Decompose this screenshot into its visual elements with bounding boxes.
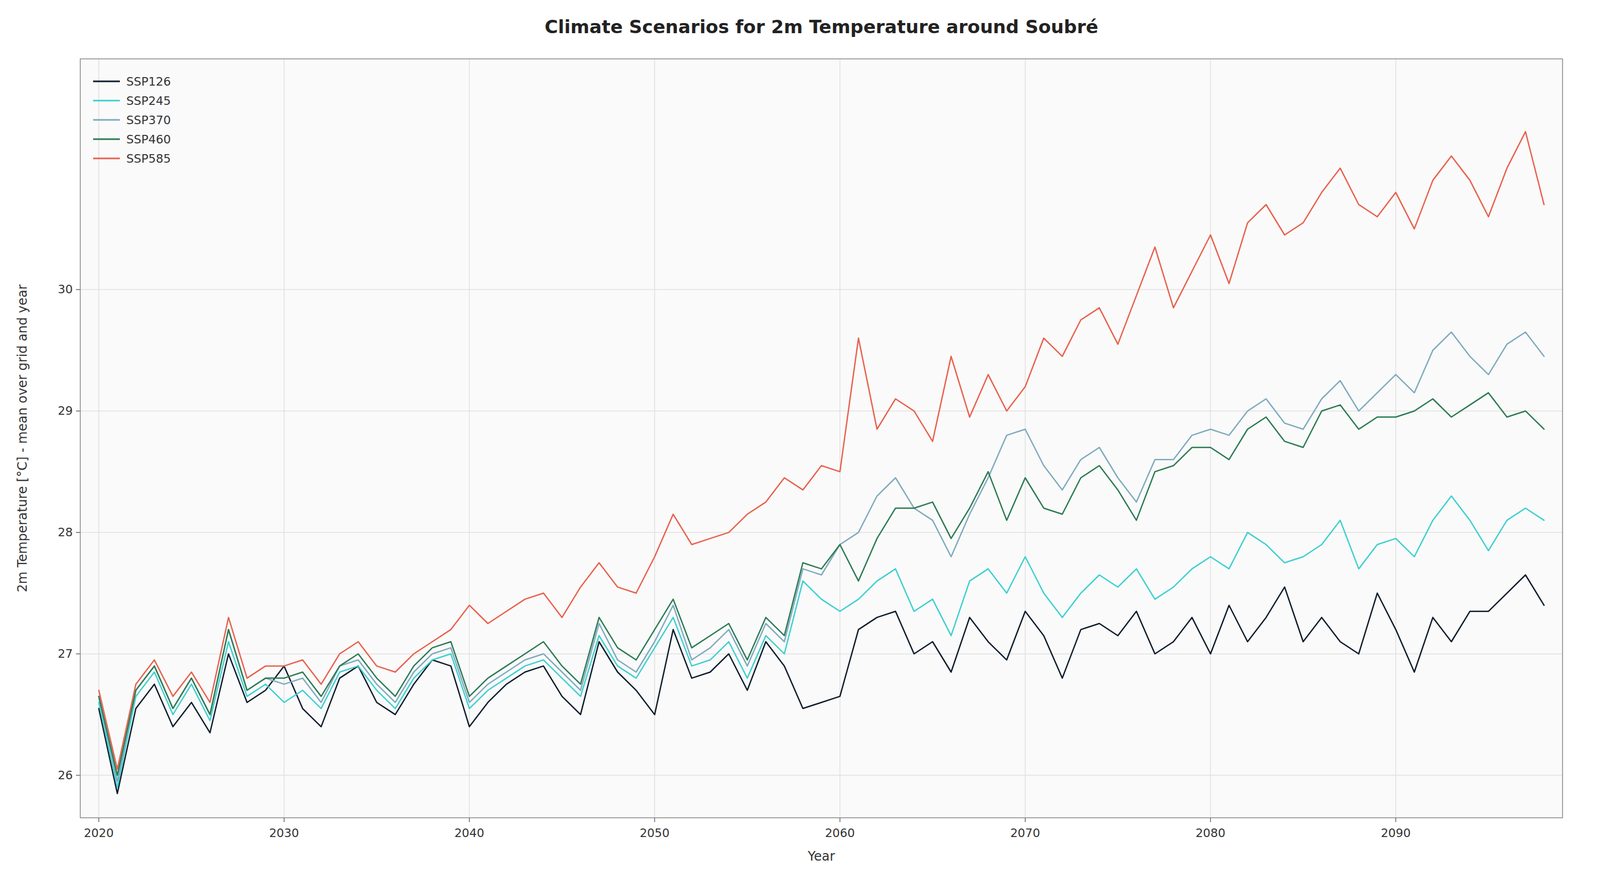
page-body: {"chart_data": { "type": "line", "title"… [0,0,1600,882]
x-tick-label: 2080 [1195,826,1226,840]
y-tick [75,531,81,533]
legend-label: SSP245 [126,94,171,108]
x-tick [654,817,656,822]
plot-background [80,58,1563,818]
x-tick [98,817,100,822]
x-tick-label: 2050 [639,826,670,840]
x-tick [1024,817,1026,822]
legend-swatch [93,157,120,160]
x-tick [283,817,285,822]
x-tick-label: 2060 [825,826,856,840]
series-line [98,331,1545,781]
y-grid-line [80,410,1563,412]
x-grid-line [839,58,841,818]
y-tick-label: 26 [57,768,73,782]
x-tick-label: 2040 [454,826,485,840]
x-grid-line [1024,58,1026,818]
axes: 2020 2030 2040 2050 2060 2070 2080 2090 26 27 28 29… [57,58,1563,840]
x-tick [1395,817,1397,822]
y-grid-line [80,531,1563,533]
series-line [98,574,1545,794]
chart: 2020 2030 2040 2050 2060 2070 2080 2090 26 27 28 29… [0,0,1600,882]
x-axis-label: Year [807,848,836,864]
series-line [98,392,1545,776]
y-axis-label: 2m Temperature [°C] - mean over grid and… [14,284,30,592]
x-tick [839,817,841,822]
series-line [98,496,1545,788]
x-tick [468,817,470,822]
y-grid-line [80,774,1563,776]
y-tick-label: 29 [57,404,73,418]
x-tick-label: 2070 [1010,826,1041,840]
x-tick [1209,817,1211,822]
legend-swatch [93,138,120,141]
series-line [98,131,1545,769]
y-grid-line [80,288,1563,291]
x-tick-label: 2020 [84,826,114,840]
y-tick-label: 28 [57,525,73,539]
legend-swatch [93,80,120,83]
x-grid-line [654,58,656,818]
y-tick [75,410,81,412]
x-grid-line [283,58,285,818]
plot-frame [80,58,1563,818]
legend-label: SSP585 [126,151,171,166]
series-lines [98,131,1545,794]
legend-label: SSP370 [126,113,171,127]
legend-swatch [93,119,120,121]
y-grid-line [80,653,1563,655]
y-tick-label: 27 [57,646,73,661]
legend-label: SSP460 [126,132,171,147]
legend-swatch [93,100,120,102]
x-tick-label: 2030 [269,826,300,840]
legend: SSP126 SSP245 SSP370 SSP460 SSP585 [93,74,171,166]
x-grid-line [468,58,470,818]
y-tick-label: 30 [57,282,73,296]
x-tick-label: 2090 [1380,826,1411,840]
grid [80,58,1563,818]
x-grid-line [1209,58,1211,818]
y-tick [75,288,81,291]
legend-label: SSP126 [126,74,171,89]
y-tick [75,653,81,655]
x-grid-line [1395,58,1397,818]
y-tick [75,774,81,776]
chart-title: Climate Scenarios for 2m Temperature aro… [544,16,1099,38]
